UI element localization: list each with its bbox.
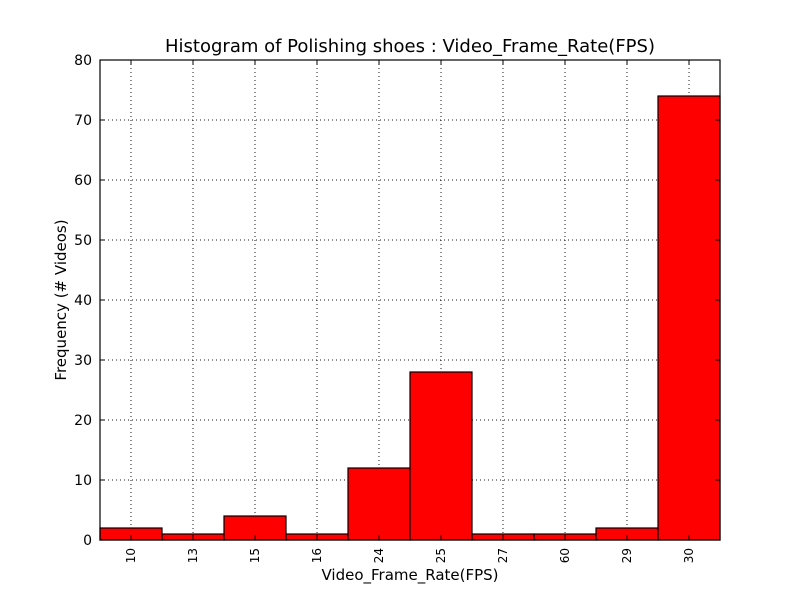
x-tick-label: 29 <box>620 548 634 563</box>
x-tick-label: 15 <box>248 548 262 563</box>
x-tick-label: 16 <box>310 548 324 563</box>
bars <box>99 95 721 541</box>
y-tick-label: 40 <box>74 293 92 309</box>
grid-lines <box>100 60 720 540</box>
bar-24 <box>347 467 411 541</box>
y-tick-label: 50 <box>74 233 92 249</box>
x-tick-label: 13 <box>186 548 200 563</box>
x-tick-label: 27 <box>496 548 510 563</box>
bar-25 <box>409 371 473 541</box>
y-tick-label: 60 <box>74 173 92 189</box>
axis-ticks: 0 10 20 30 40 50 60 70 80 10 13 15 16 24 25 27 60 29 30 <box>74 53 720 563</box>
bar-30 <box>657 95 721 541</box>
y-tick-label: 30 <box>74 353 92 369</box>
x-tick-label: 25 <box>434 548 448 563</box>
x-tick-label: 30 <box>682 548 696 563</box>
y-tick-label: 70 <box>74 113 92 129</box>
y-axis-label: Frequency (# Videos) <box>52 219 70 380</box>
y-tick-label: 0 <box>83 533 92 549</box>
plot-frame <box>99 59 721 541</box>
x-tick-label: 24 <box>372 548 386 563</box>
x-tick-label: 10 <box>124 548 138 563</box>
x-axis-label: Video_Frame_Rate(FPS) <box>321 566 498 585</box>
y-tick-label: 80 <box>74 53 92 69</box>
y-tick-label: 10 <box>74 473 92 489</box>
y-tick-label: 20 <box>74 413 92 429</box>
x-tick-label: 60 <box>558 548 572 563</box>
chart-title: Histogram of Polishing shoes : Video_Fra… <box>165 36 655 57</box>
